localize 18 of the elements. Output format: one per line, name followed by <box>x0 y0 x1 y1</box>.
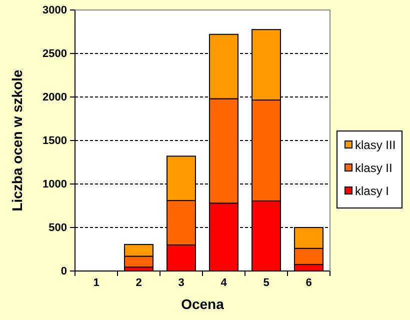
y-tick-label: 3000 <box>42 4 67 17</box>
y-tick-label: 1500 <box>42 135 67 148</box>
x-tick-label: 2 <box>136 277 142 290</box>
x-tick-label: 4 <box>220 277 228 290</box>
legend-label: klasy II <box>355 161 392 175</box>
y-tick-label: 0 <box>60 266 67 278</box>
x-tick-label: 6 <box>306 277 312 290</box>
legend-label: klasy III <box>355 138 396 152</box>
y-tick-label: 1000 <box>42 178 67 191</box>
y-tick-label: 2500 <box>42 48 67 60</box>
legend-label: klasy I <box>355 184 390 198</box>
x-tick-label: 5 <box>263 277 270 290</box>
y-axis-title: Liczba ocen w szkole <box>9 69 25 212</box>
x-axis-title: Ocena <box>181 296 224 312</box>
y-tick-label: 2000 <box>42 92 67 104</box>
x-tick-label: 3 <box>178 277 184 290</box>
y-tick-label: 500 <box>48 222 67 234</box>
x-tick-label: 1 <box>93 277 100 290</box>
